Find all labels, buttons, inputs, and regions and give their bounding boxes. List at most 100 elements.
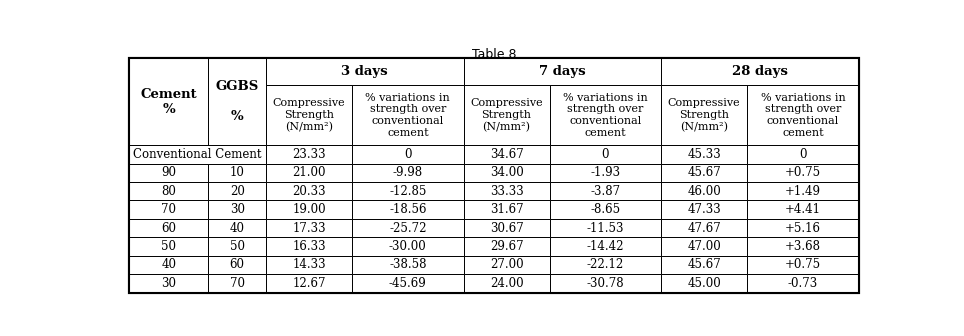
Bar bbox=[266, 85, 352, 145]
Bar bbox=[747, 164, 859, 182]
Bar bbox=[661, 237, 747, 256]
Bar bbox=[208, 58, 266, 145]
Bar bbox=[661, 58, 859, 85]
Text: +0.75: +0.75 bbox=[785, 166, 821, 179]
Text: +4.41: +4.41 bbox=[785, 203, 821, 216]
Text: 80: 80 bbox=[162, 185, 176, 198]
Text: % variations in
strength over
conventional
cement: % variations in strength over convention… bbox=[563, 93, 648, 138]
Text: -8.65: -8.65 bbox=[590, 203, 621, 216]
Text: -18.56: -18.56 bbox=[389, 203, 427, 216]
Text: +3.68: +3.68 bbox=[785, 240, 821, 253]
Bar bbox=[129, 200, 208, 219]
Bar bbox=[549, 164, 661, 182]
Bar bbox=[747, 274, 859, 293]
Text: 24.00: 24.00 bbox=[490, 277, 523, 290]
Text: -12.85: -12.85 bbox=[389, 185, 426, 198]
Text: -38.58: -38.58 bbox=[389, 258, 427, 271]
Bar bbox=[266, 164, 352, 182]
Text: -45.69: -45.69 bbox=[388, 277, 427, 290]
Text: % variations in
strength over
conventional
cement: % variations in strength over convention… bbox=[365, 93, 450, 138]
Bar bbox=[266, 256, 352, 274]
Text: 30: 30 bbox=[162, 277, 176, 290]
Bar bbox=[129, 256, 208, 274]
Text: 50: 50 bbox=[162, 240, 176, 253]
Bar bbox=[549, 145, 661, 164]
Bar bbox=[464, 256, 549, 274]
Bar bbox=[129, 182, 208, 200]
Bar bbox=[747, 182, 859, 200]
Text: 27.00: 27.00 bbox=[490, 258, 523, 271]
Text: 33.33: 33.33 bbox=[490, 185, 523, 198]
Bar bbox=[266, 58, 464, 85]
Text: 17.33: 17.33 bbox=[292, 221, 326, 235]
Text: 7 days: 7 days bbox=[539, 66, 585, 78]
Bar bbox=[661, 164, 747, 182]
Bar bbox=[661, 200, 747, 219]
Bar bbox=[549, 182, 661, 200]
Text: +0.75: +0.75 bbox=[785, 258, 821, 271]
Text: 47.67: 47.67 bbox=[687, 221, 721, 235]
Bar bbox=[352, 164, 464, 182]
Bar bbox=[129, 237, 208, 256]
Bar bbox=[266, 182, 352, 200]
Text: 45.00: 45.00 bbox=[687, 277, 721, 290]
Text: -22.12: -22.12 bbox=[587, 258, 624, 271]
Text: -11.53: -11.53 bbox=[587, 221, 624, 235]
Bar bbox=[129, 219, 208, 237]
Bar bbox=[208, 237, 266, 256]
Bar bbox=[352, 256, 464, 274]
Text: -25.72: -25.72 bbox=[389, 221, 427, 235]
Bar bbox=[549, 85, 661, 145]
Text: 60: 60 bbox=[162, 221, 176, 235]
Bar bbox=[352, 145, 464, 164]
Bar bbox=[464, 85, 549, 145]
Text: GGBS

%: GGBS % bbox=[216, 80, 259, 123]
Text: % variations in
strength over
conventional
cement: % variations in strength over convention… bbox=[761, 93, 845, 138]
Text: 30: 30 bbox=[229, 203, 245, 216]
Text: 45.67: 45.67 bbox=[687, 166, 721, 179]
Bar bbox=[208, 256, 266, 274]
Bar bbox=[747, 256, 859, 274]
Bar bbox=[747, 200, 859, 219]
Bar bbox=[352, 219, 464, 237]
Bar bbox=[129, 274, 208, 293]
Text: 0: 0 bbox=[404, 148, 412, 161]
Text: 30.67: 30.67 bbox=[490, 221, 523, 235]
Text: Compressive
Strength
(N/mm²): Compressive Strength (N/mm²) bbox=[668, 98, 740, 132]
Text: 31.67: 31.67 bbox=[490, 203, 523, 216]
Bar bbox=[208, 200, 266, 219]
Bar bbox=[266, 200, 352, 219]
Text: 70: 70 bbox=[162, 203, 176, 216]
Bar bbox=[352, 274, 464, 293]
Text: 46.00: 46.00 bbox=[687, 185, 721, 198]
Bar bbox=[208, 219, 266, 237]
Bar bbox=[208, 274, 266, 293]
Text: 47.33: 47.33 bbox=[687, 203, 721, 216]
Bar bbox=[464, 145, 549, 164]
Bar bbox=[747, 145, 859, 164]
Bar bbox=[464, 182, 549, 200]
Bar bbox=[208, 182, 266, 200]
Bar bbox=[549, 200, 661, 219]
Bar bbox=[129, 145, 266, 164]
Text: 70: 70 bbox=[229, 277, 245, 290]
Text: 45.67: 45.67 bbox=[687, 258, 721, 271]
Text: 20.33: 20.33 bbox=[292, 185, 326, 198]
Bar bbox=[352, 182, 464, 200]
Bar bbox=[747, 237, 859, 256]
Text: -3.87: -3.87 bbox=[590, 185, 621, 198]
Text: 0: 0 bbox=[799, 148, 807, 161]
Text: Cement
%: Cement % bbox=[141, 88, 198, 116]
Bar bbox=[464, 219, 549, 237]
Bar bbox=[464, 200, 549, 219]
Bar bbox=[661, 145, 747, 164]
Bar bbox=[352, 85, 464, 145]
Text: 34.00: 34.00 bbox=[490, 166, 523, 179]
Text: -1.93: -1.93 bbox=[590, 166, 621, 179]
Text: 12.67: 12.67 bbox=[292, 277, 326, 290]
Bar bbox=[208, 164, 266, 182]
Text: 3 days: 3 days bbox=[341, 66, 388, 78]
Text: 90: 90 bbox=[162, 166, 176, 179]
Bar bbox=[464, 274, 549, 293]
Text: 23.33: 23.33 bbox=[292, 148, 326, 161]
